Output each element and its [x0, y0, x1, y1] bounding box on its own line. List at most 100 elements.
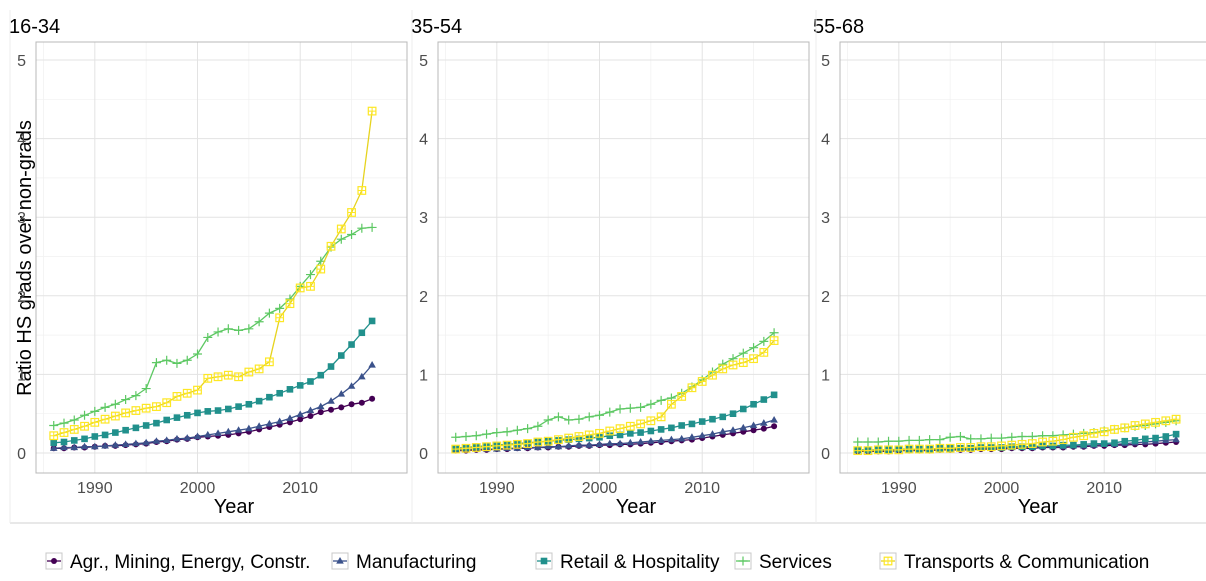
point-ret	[1141, 435, 1149, 443]
point-ret	[760, 396, 768, 403]
legend-label: Manufacturing	[356, 552, 476, 573]
panel-border	[35, 41, 408, 474]
point-ser	[564, 415, 574, 425]
point-tra	[1151, 417, 1160, 427]
point-tra	[90, 417, 100, 427]
x-axis-label: Year	[616, 496, 657, 518]
point-man	[368, 360, 376, 368]
point-man	[296, 410, 305, 418]
point-tra	[708, 370, 717, 380]
point-tra	[666, 399, 676, 409]
point-tra	[986, 442, 996, 452]
point-tra	[285, 299, 295, 309]
point-tra	[162, 398, 172, 408]
point-agr	[369, 395, 376, 402]
point-tra	[451, 444, 461, 454]
point-ser	[605, 407, 615, 417]
point-tra	[482, 442, 491, 452]
point-ser	[357, 223, 367, 233]
point-ret	[1080, 441, 1087, 448]
point-tra	[884, 445, 893, 455]
point-ser	[367, 222, 377, 232]
point-ser	[193, 349, 203, 359]
y-tick-label: 5	[821, 53, 830, 70]
point-ret	[122, 426, 129, 434]
point-man	[111, 441, 120, 448]
point-tra	[1120, 423, 1130, 433]
y-tick-label: 1	[419, 367, 428, 384]
point-ret	[1162, 433, 1170, 440]
point-tra	[646, 416, 656, 426]
point-tra	[1171, 414, 1181, 424]
point-ret	[1070, 441, 1077, 449]
point-ret	[214, 407, 222, 414]
point-ser	[264, 308, 274, 318]
point-agr	[760, 425, 767, 432]
point-ret	[1111, 439, 1118, 447]
point-ser	[482, 429, 492, 439]
point-ret	[296, 382, 304, 389]
legend-label: Retail & Hospitality	[560, 552, 720, 573]
y-tick-label: 5	[17, 53, 26, 70]
panel-55-68: 55-68 0 1 2 3 4 5 1990 2000 2010 Year	[813, 10, 1206, 518]
y-tick-label: 2	[821, 289, 830, 306]
point-tra	[131, 406, 141, 415]
point-ret	[668, 424, 675, 432]
x-axis-label: Year	[1018, 496, 1059, 518]
point-ser	[234, 325, 244, 335]
point-ret	[317, 371, 325, 379]
point-man	[80, 442, 89, 450]
point-ret	[709, 415, 716, 423]
point-man	[121, 440, 130, 447]
point-tra	[863, 446, 873, 456]
point-ret	[235, 403, 242, 410]
point-ret	[60, 438, 68, 446]
panel-strip	[10, 10, 410, 42]
point-ret	[729, 410, 737, 417]
point-ser	[636, 402, 646, 412]
point-ser	[254, 317, 264, 327]
point-man	[358, 372, 366, 380]
y-tick-label: 4	[17, 132, 26, 149]
point-ser	[100, 402, 110, 412]
point-ser	[955, 431, 965, 441]
point-ret	[647, 427, 655, 435]
point-man	[214, 429, 222, 436]
point-ser	[904, 435, 914, 445]
point-ret	[368, 317, 376, 325]
point-ser	[59, 418, 69, 428]
legend-item-agr: Agr., Mining, Energy, Constr.	[45, 552, 310, 573]
point-tra	[357, 186, 367, 195]
point-ser	[749, 343, 759, 353]
point-ser	[213, 327, 223, 337]
point-tra	[59, 428, 69, 437]
y-tick-label: 1	[17, 367, 26, 384]
point-ser	[244, 324, 254, 334]
point-ser	[461, 431, 471, 441]
point-ser	[162, 355, 172, 365]
point-ret	[1100, 440, 1108, 447]
point-tra	[336, 224, 346, 234]
point-man	[162, 436, 171, 444]
point-ser	[914, 435, 924, 445]
point-man	[286, 414, 294, 422]
point-tra	[956, 443, 965, 452]
legend-label: Agr., Mining, Energy, Constr.	[70, 552, 310, 573]
point-tra	[677, 392, 687, 401]
point-man	[91, 442, 99, 450]
point-tra	[1089, 428, 1099, 438]
point-ret	[194, 409, 201, 417]
point-man	[132, 439, 140, 447]
point-man	[729, 426, 737, 433]
x-tick-label: 2010	[282, 480, 318, 497]
point-ser	[615, 404, 625, 414]
point-ret	[678, 422, 685, 429]
legend-label: Services	[759, 552, 832, 573]
point-ser	[945, 432, 955, 442]
point-tra	[80, 421, 89, 431]
y-tick-label: 1	[821, 367, 830, 384]
point-agr	[358, 399, 365, 406]
point-ret	[70, 437, 78, 444]
point-ret	[245, 400, 253, 408]
